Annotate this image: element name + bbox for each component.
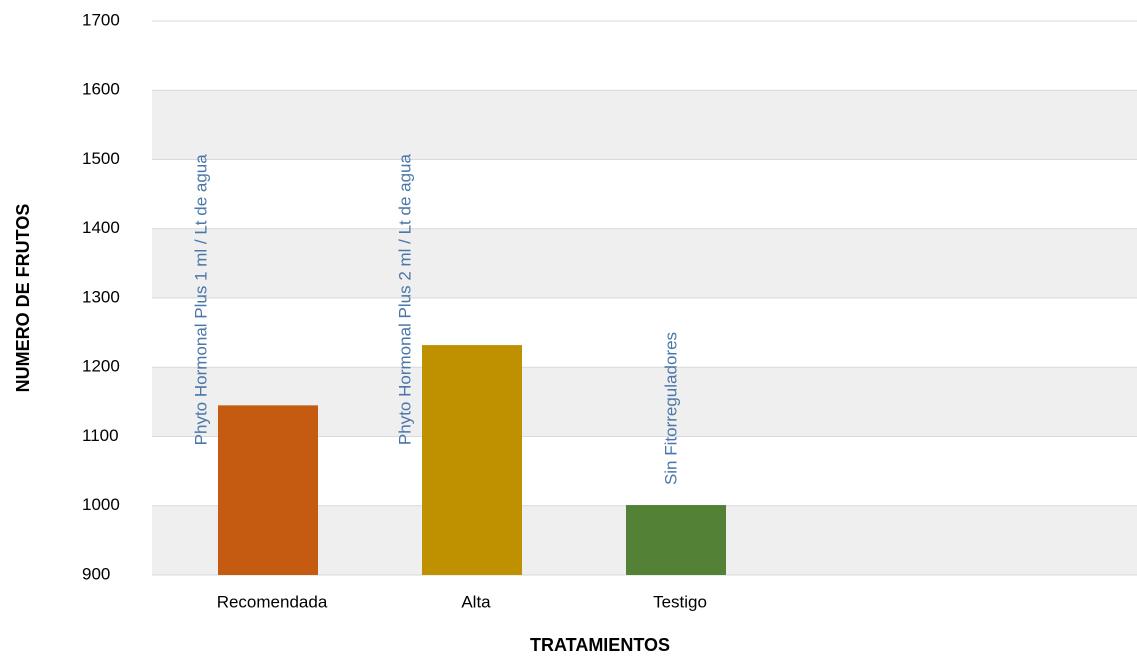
bar [626,505,726,575]
x-tick-label: Recomendada [217,592,328,611]
y-tick-label: 1600 [82,80,120,99]
y-tick-label: 1200 [82,357,120,376]
x-tick-label: Alta [461,592,491,611]
bar-annotation: Phyto Hormonal Plus 1 ml / Lt de agua [191,154,210,446]
y-tick-label: 900 [82,564,110,583]
y-tick-label: 1100 [82,426,119,445]
x-tick-label: Testigo [653,592,707,611]
grid-band [152,228,1137,298]
bar [218,405,318,575]
x-axis-title: TRATAMIENTOS [530,635,670,655]
y-tick-label: 1000 [82,495,120,514]
y-axis-title: NUMERO DE FRUTOS [13,204,33,393]
grid-band [152,90,1137,160]
y-tick-label: 1700 [82,10,120,29]
bar-annotation: Phyto Hormonal Plus 2 ml / Lt de agua [395,154,414,446]
y-tick-label: 1400 [82,218,120,237]
y-tick-label: 1300 [82,287,120,306]
bar-annotation: Sin Fitorreguladores [661,332,680,485]
y-tick-label: 1500 [82,149,120,168]
bar [422,345,522,575]
